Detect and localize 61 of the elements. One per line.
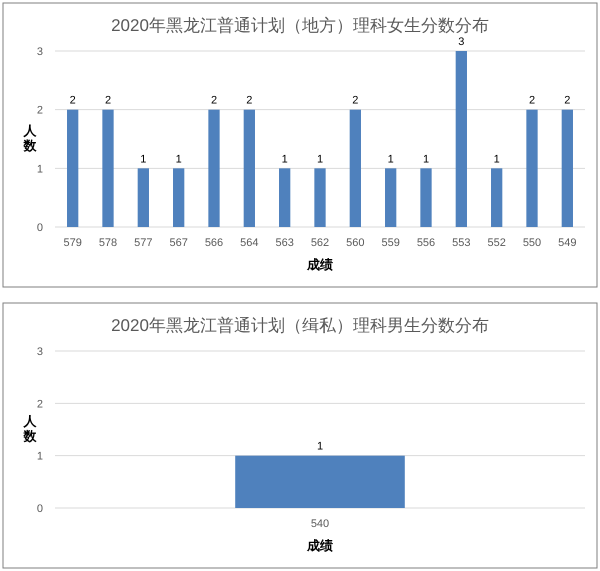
bar [350,110,361,227]
x-tick-label: 563 [275,237,294,249]
data-label: 1 [422,153,430,166]
bar [67,110,78,227]
x-tick-label: 564 [240,237,259,249]
y-tick-label: 3 [36,46,43,58]
y-tick-label: 3 [36,346,43,358]
x-tick-label: 540 [310,518,330,530]
bar [385,168,396,227]
data-label: 3 [458,36,464,48]
data-label: 1 [388,153,394,166]
y-axis-title: 人数 [22,414,38,444]
data-label: 2 [528,94,536,107]
x-tick-label: 579 [63,237,82,249]
bar [562,110,573,227]
data-label: 1 [176,153,182,166]
x-tick-label: 566 [204,237,224,249]
x-tick-label: 556 [416,237,436,249]
chart-title: 2020年黑龙江普通计划（缉私）理科男生分数分布 [111,316,489,335]
data-label: 2 [70,94,76,107]
x-tick-label: 549 [558,237,577,249]
x-tick-label: 550 [522,237,542,249]
x-axis-title: 成绩 [306,257,333,272]
y-tick-label: 1 [36,163,43,176]
x-tick-label: 567 [169,237,188,249]
y-tick-label: 2 [36,398,43,410]
x-tick-label: 553 [452,237,471,249]
data-label: 1 [316,440,324,453]
data-label: 1 [494,153,500,166]
data-label: 2 [352,94,358,107]
y-tick-label: 0 [36,503,43,515]
bar [208,110,220,227]
data-label: 2 [210,94,218,107]
data-label: 1 [140,153,146,166]
data-label: 2 [104,94,112,107]
data-label: 2 [564,94,570,107]
bar [279,168,290,227]
x-tick-label: 552 [487,237,506,249]
bar [491,168,502,227]
bar [173,168,184,227]
bar [314,168,326,227]
bar [420,168,432,227]
x-tick-label: 577 [134,237,153,249]
data-label: 1 [316,153,324,166]
data-label: 2 [246,94,252,107]
y-axis-title: 人数 [22,123,38,153]
bar [526,110,538,227]
x-tick-label: 559 [381,237,400,249]
y-tick-label: 1 [36,450,43,463]
x-tick-label: 560 [346,237,365,249]
bar [138,168,149,227]
y-tick-label: 2 [36,104,43,117]
y-tick-label: 0 [36,222,43,234]
x-tick-label: 562 [310,237,330,249]
chart-title: 2020年黑龙江普通计划（地方）理科女生分数分布 [111,16,489,35]
x-axis-title: 成绩 [306,538,333,553]
bar [244,110,255,227]
data-label: 1 [282,153,288,166]
bar [456,51,467,227]
bar [102,110,114,227]
x-tick-label: 578 [98,237,118,249]
